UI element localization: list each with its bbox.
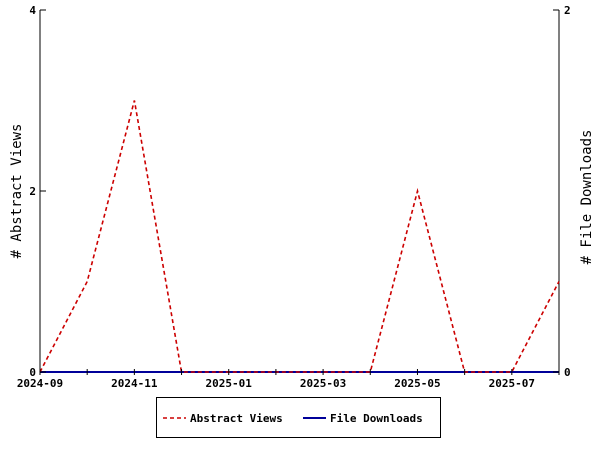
y-tick-label-right: 2	[564, 4, 571, 17]
axes	[39, 10, 560, 373]
x-tick-label: 2025-01	[206, 377, 253, 390]
legend-box	[156, 397, 441, 438]
x-tick-label: 2024-11	[111, 377, 158, 390]
x-tick-label: 2025-05	[394, 377, 440, 390]
x-tick-label: 2025-03	[300, 377, 346, 390]
y-tick-label-left: 2	[29, 185, 36, 198]
x-tick-label: 2025-07	[489, 377, 535, 390]
series-layer	[39, 100, 560, 373]
legend-label-abstract-views: Abstract Views	[190, 412, 283, 425]
y-tick-label-right: 0	[564, 366, 571, 379]
y-axis-title-right: # File Downloads	[579, 130, 595, 265]
y-tick-label-left: 4	[29, 4, 36, 17]
series-line-abstract-views	[39, 100, 560, 373]
ticks-layer: 2024-09 2024-11 2025-01 2025-03 2025-05 2025-…	[17, 4, 571, 390]
y-tick-label-left: 0	[29, 366, 36, 379]
legend-label-file-downloads: File Downloads	[330, 412, 423, 425]
x-tick-label: 2024-09	[17, 377, 63, 390]
y-axis-title-left: # Abstract Views	[9, 124, 25, 259]
legend: Abstract Views File Downloads	[156, 397, 441, 438]
